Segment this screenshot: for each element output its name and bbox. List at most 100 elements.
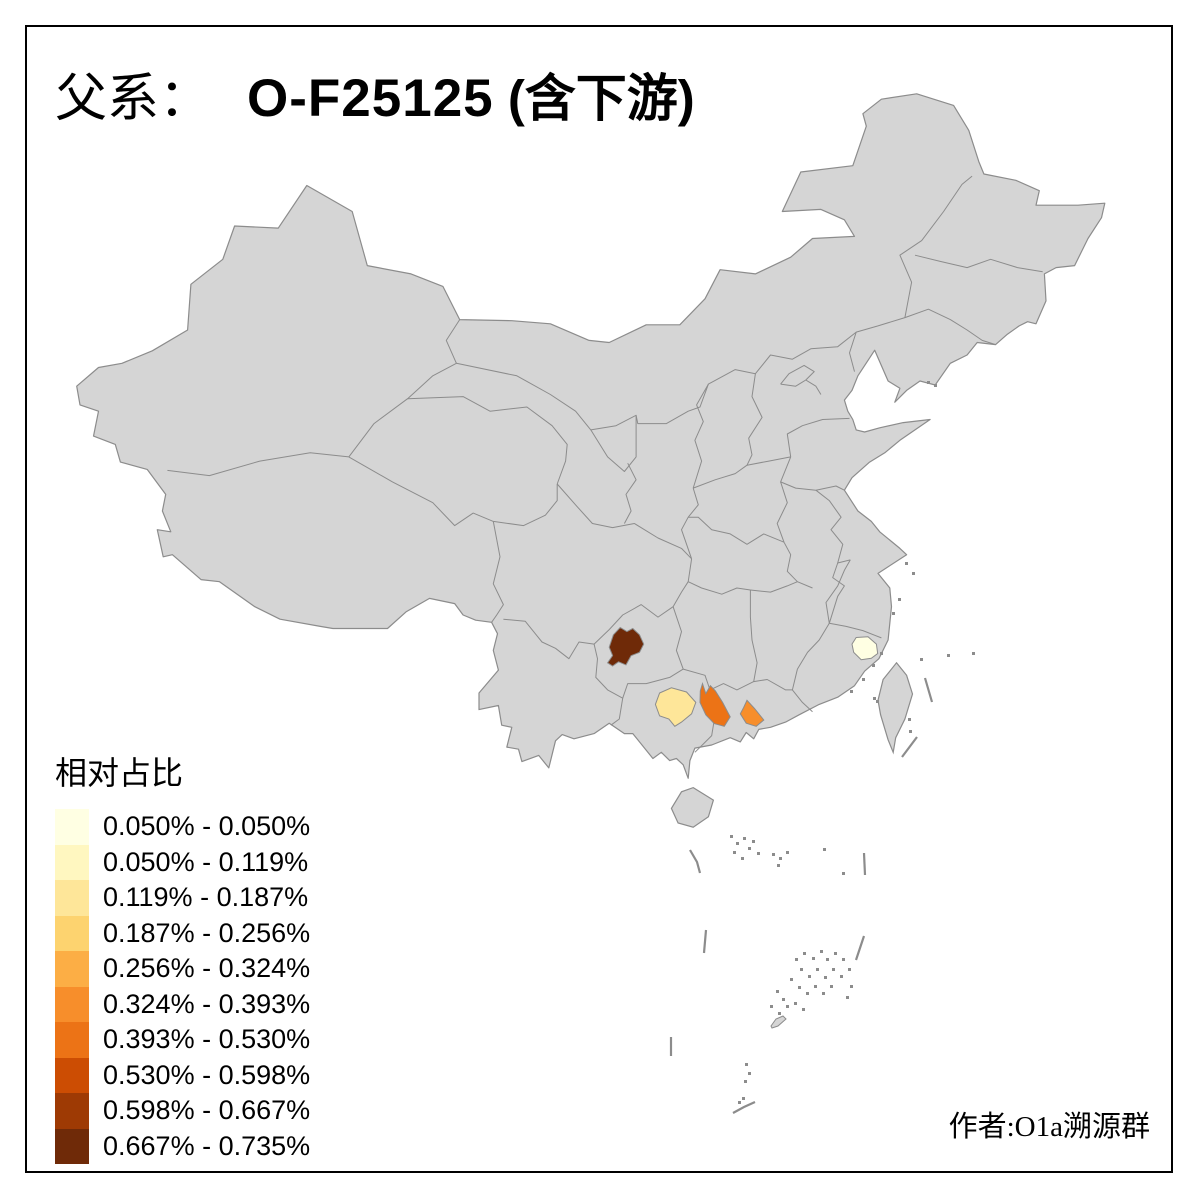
province-border bbox=[348, 319, 461, 458]
sea-boundary-dash bbox=[862, 852, 867, 876]
legend-swatch bbox=[55, 844, 89, 880]
islet-dot bbox=[898, 598, 901, 601]
small-island bbox=[770, 1015, 787, 1029]
province-border bbox=[780, 364, 815, 387]
islet-dot bbox=[823, 848, 826, 851]
islet-dot bbox=[912, 572, 915, 575]
legend-label: 0.050% - 0.119% bbox=[103, 846, 309, 877]
province-border bbox=[693, 464, 748, 489]
title-prefix: 父系： bbox=[55, 71, 212, 128]
islet-dot bbox=[840, 975, 843, 978]
province-border bbox=[746, 373, 763, 466]
province-border bbox=[493, 484, 558, 527]
legend-label: 0.598% - 0.667% bbox=[103, 1095, 311, 1126]
sea-boundary-dash bbox=[923, 677, 934, 703]
islet-dot bbox=[741, 857, 744, 860]
province-border bbox=[503, 618, 610, 660]
islet-dot bbox=[909, 730, 912, 733]
legend-swatch bbox=[55, 1093, 89, 1129]
islet-dot bbox=[892, 612, 895, 615]
province-border bbox=[828, 562, 845, 624]
legend-row: 0.187% - 0.256% bbox=[55, 915, 311, 951]
islet-dot bbox=[778, 1012, 781, 1015]
islet-dot bbox=[752, 840, 755, 843]
legend-row: 0.256% - 0.324% bbox=[55, 951, 310, 987]
islet-dot bbox=[795, 958, 798, 961]
sea-boundary-dash bbox=[901, 736, 918, 758]
province-border bbox=[407, 396, 568, 485]
legend-label: 0.256% - 0.324% bbox=[103, 953, 311, 984]
province-border bbox=[491, 521, 504, 623]
islet-dot bbox=[757, 852, 760, 855]
province-border bbox=[749, 590, 758, 682]
islet-dot bbox=[748, 1072, 751, 1075]
islet-dot bbox=[779, 857, 782, 860]
islet-dot bbox=[816, 968, 819, 971]
islet-dot bbox=[842, 872, 845, 875]
highlighted-region-light-orange-region-south-east bbox=[739, 699, 765, 727]
legend-label: 0.187% - 0.256% bbox=[103, 917, 311, 948]
islet-dot bbox=[777, 864, 780, 867]
province-border bbox=[750, 581, 798, 593]
islet-dot bbox=[850, 985, 853, 988]
highlighted-region-orange-region-south-central bbox=[699, 681, 731, 727]
islet-dot bbox=[802, 1008, 805, 1011]
plot-frame bbox=[25, 25, 1173, 1173]
hainan-island bbox=[670, 786, 715, 828]
province-border bbox=[556, 483, 692, 560]
islet-dot bbox=[830, 985, 833, 988]
province-border bbox=[608, 581, 689, 630]
mainland-shape bbox=[76, 93, 1106, 779]
taiwan-island bbox=[877, 661, 914, 755]
sea-boundary-dash bbox=[854, 935, 866, 961]
islet-dot bbox=[786, 851, 789, 854]
province-border bbox=[348, 456, 494, 527]
legend-row: 0.393% - 0.530% bbox=[55, 1022, 310, 1058]
province-border bbox=[829, 622, 882, 639]
islet-dot bbox=[822, 992, 825, 995]
islet-dot bbox=[873, 697, 876, 700]
legend-row: 0.119% - 0.187% bbox=[55, 880, 310, 916]
legend-swatch bbox=[55, 809, 89, 845]
islet-dot bbox=[826, 958, 829, 961]
islet-dot bbox=[820, 950, 823, 953]
islet-dot bbox=[834, 952, 837, 955]
legend-swatch bbox=[55, 1128, 89, 1164]
islet-dot bbox=[876, 700, 879, 703]
province-border bbox=[622, 668, 716, 753]
islet-dot bbox=[972, 652, 975, 655]
province-border bbox=[167, 452, 349, 477]
islet-dot bbox=[738, 1101, 741, 1104]
province-border bbox=[688, 516, 785, 545]
islet-dot bbox=[947, 654, 950, 657]
islet-dot bbox=[832, 968, 835, 971]
islet-dot bbox=[736, 842, 739, 845]
islet-dot bbox=[748, 847, 751, 850]
islet-dot bbox=[800, 968, 803, 971]
islet-dot bbox=[803, 952, 806, 955]
page-title: 父系： O-F25125 (含下游) bbox=[55, 56, 695, 131]
highlighted-region-dark-brown-region-southwest bbox=[606, 626, 645, 667]
province-border bbox=[914, 254, 1043, 273]
islet-dot bbox=[872, 664, 875, 667]
islet-dot bbox=[880, 652, 883, 655]
province-border bbox=[623, 462, 637, 524]
legend-row: 0.667% - 0.735% bbox=[55, 1128, 310, 1164]
province-border bbox=[593, 643, 624, 726]
islet-dot bbox=[733, 851, 736, 854]
province-border bbox=[786, 417, 850, 457]
islet-dot bbox=[782, 998, 785, 1001]
province-border bbox=[780, 456, 845, 491]
sea-boundary-dash bbox=[702, 929, 708, 954]
legend-row: 0.598% - 0.667% bbox=[55, 1093, 310, 1129]
islet-dot bbox=[806, 992, 809, 995]
legend-row: 0.530% - 0.598% bbox=[55, 1057, 310, 1093]
province-border bbox=[672, 606, 684, 670]
province-border bbox=[776, 481, 788, 543]
legend-label: 0.050% - 0.050% bbox=[103, 811, 311, 842]
title-haplogroup: O-F25125 bbox=[247, 69, 494, 128]
islet-dot bbox=[772, 853, 775, 856]
islet-dot bbox=[824, 976, 827, 979]
islet-dot bbox=[794, 1002, 797, 1005]
